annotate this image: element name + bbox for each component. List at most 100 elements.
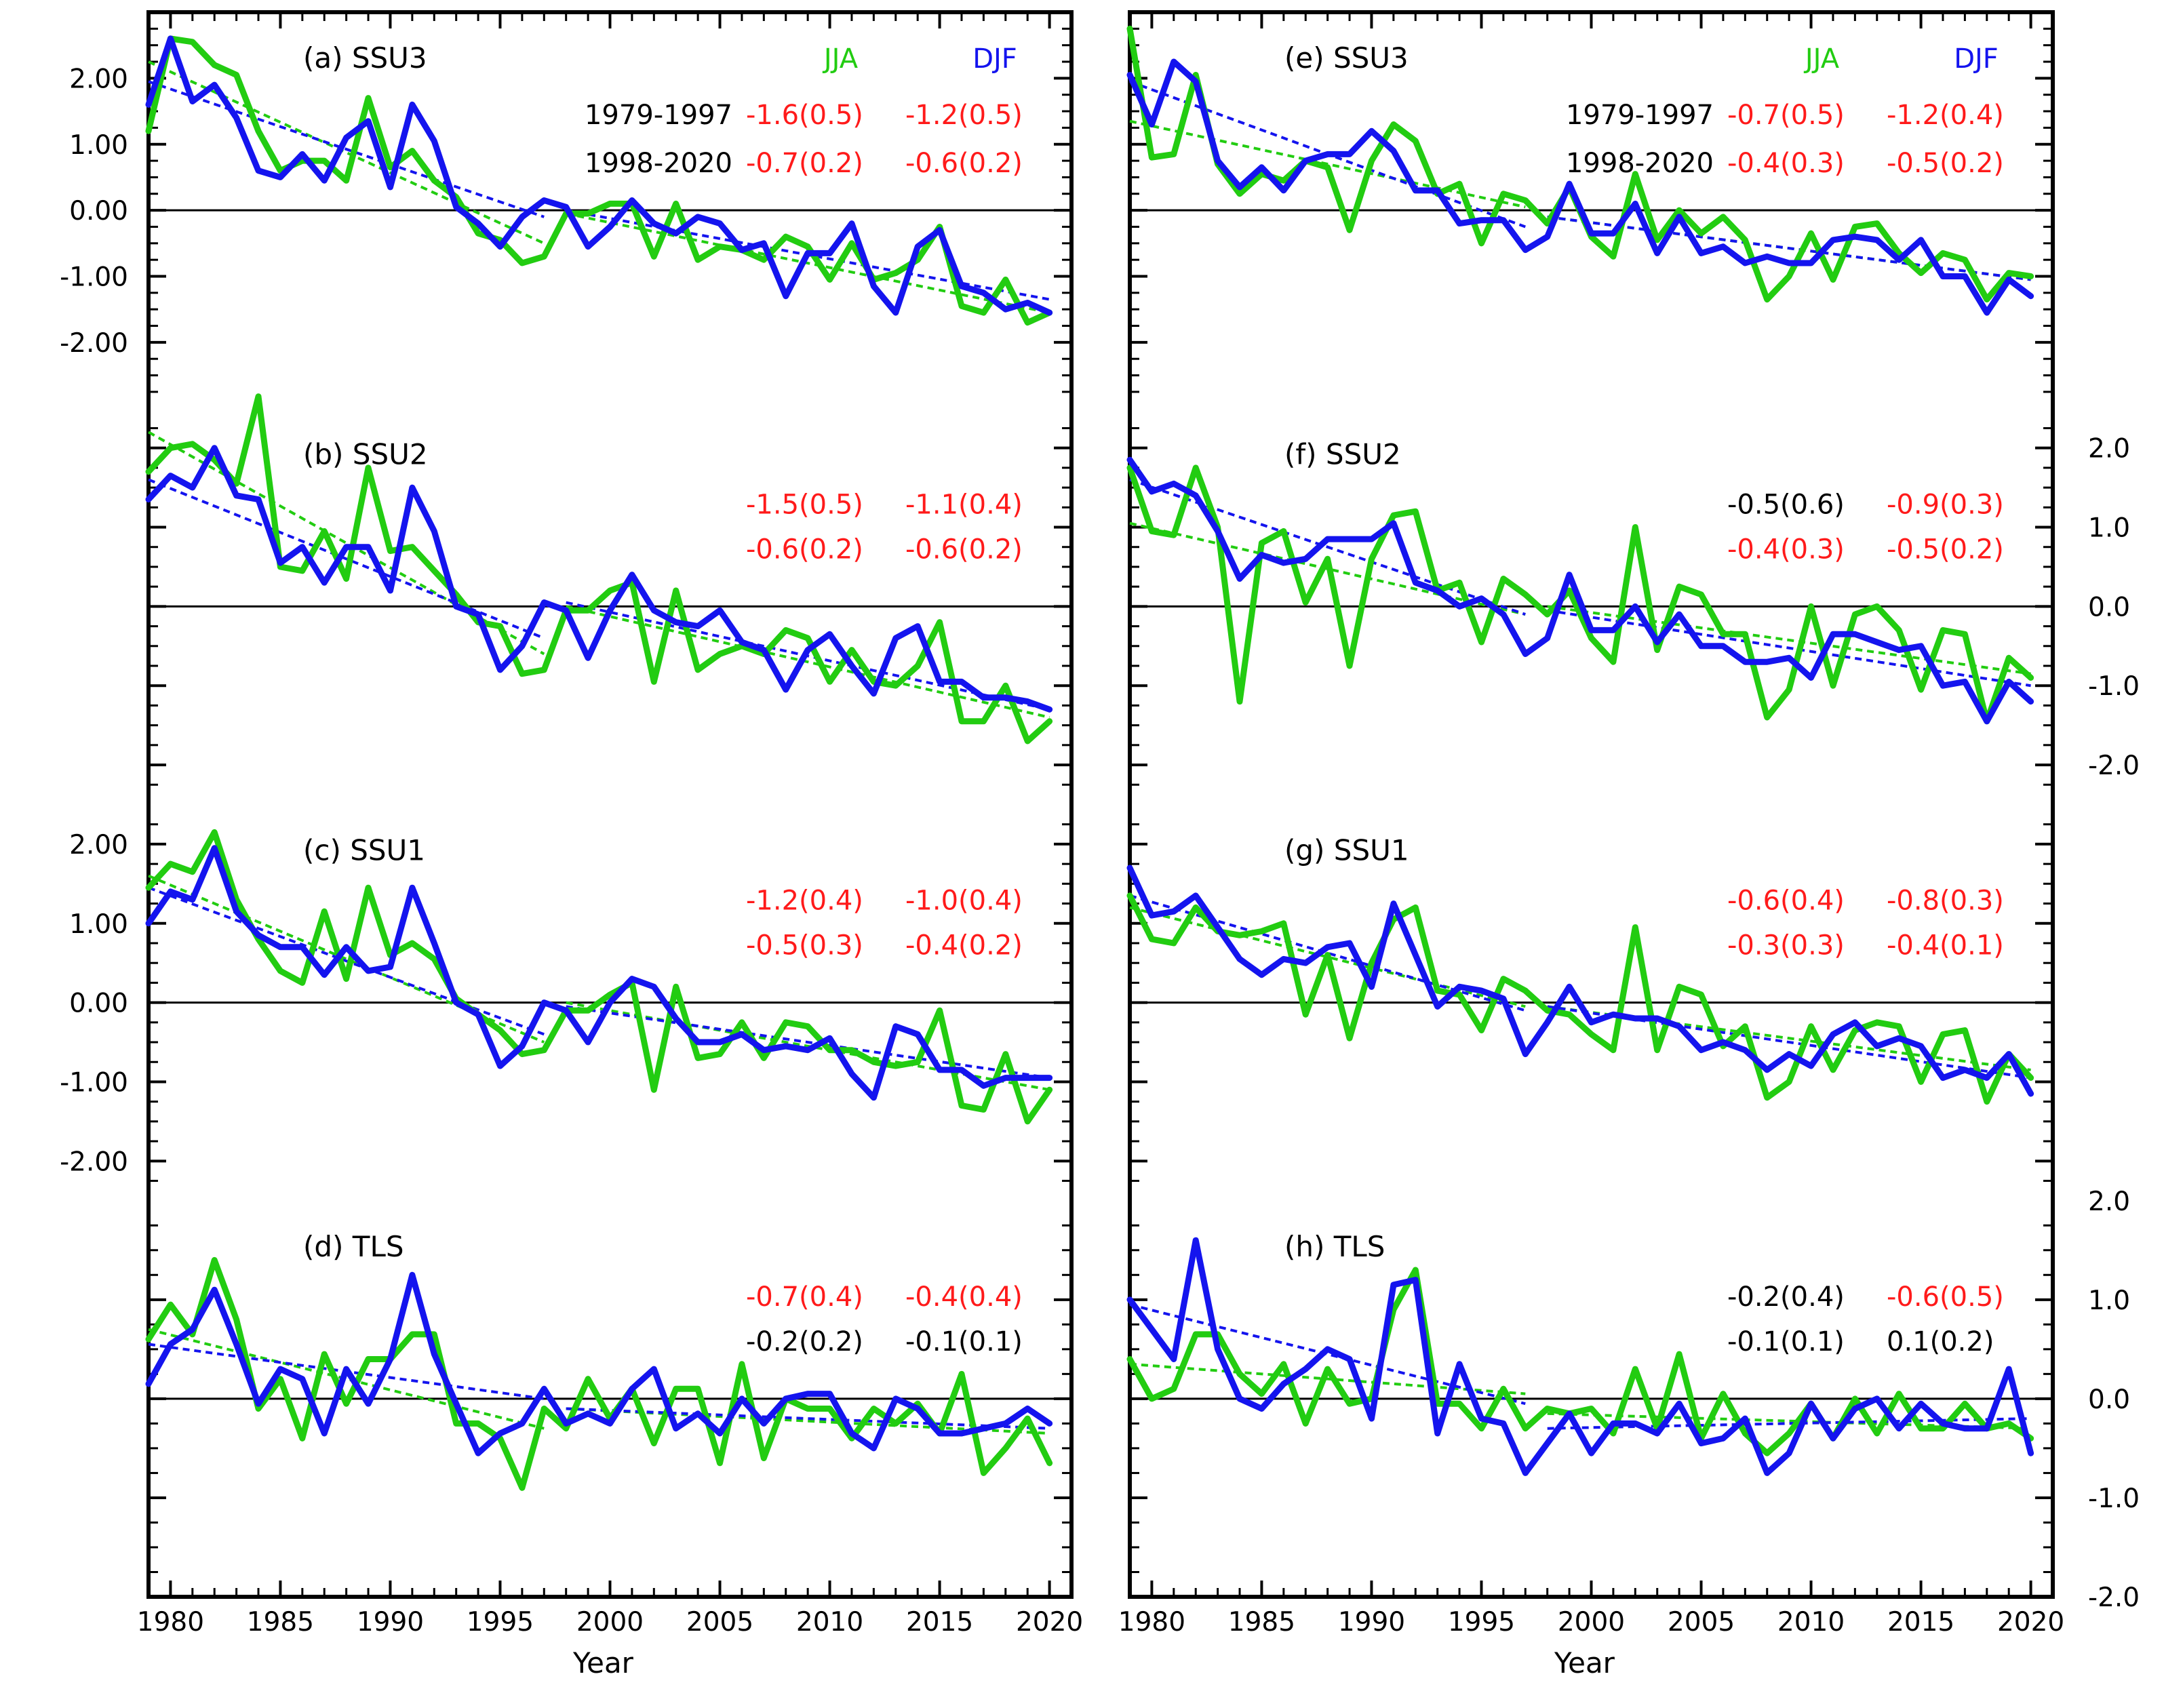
- trend-value-djf: -1.1(0.4): [905, 489, 1023, 520]
- series-line-djf: [145, 1271, 1053, 1456]
- series-line-djf: [1126, 58, 2034, 316]
- x-tick-label: 2015: [1887, 1607, 1954, 1637]
- y-tick-label: 1.00: [69, 909, 128, 940]
- trend-line-jja-1979-1997: [1129, 1362, 1526, 1395]
- y-tick-label: -1.00: [60, 1067, 128, 1098]
- x-tick-label: 2015: [906, 1607, 973, 1637]
- trend-value-jja: -0.7(0.4): [746, 1282, 863, 1313]
- panel-f-ssu2: 2.0 1.0 0.0 -1.0 -2.0 (f) SSU2 -0.5(0.6) -0.9(0…: [1126, 426, 2140, 786]
- x-tick-label: 2005: [1668, 1607, 1735, 1637]
- x-tick-label: 1990: [1338, 1607, 1405, 1637]
- trend-line-djf-1979-1997: [148, 478, 545, 639]
- legend-jja: JJA: [1803, 43, 1840, 75]
- panel-c-ssu1: 2.00 1.00 0.00 -1.00 -2.00 (c) SSU1 -1.2(0.4) -…: [60, 823, 1071, 1183]
- trend-line-jja-1979-1997: [148, 431, 545, 656]
- series-line-jja: [1126, 1267, 2034, 1456]
- trend-value-jja: -0.7(0.5): [1727, 100, 1845, 131]
- period-label: 1979-1997: [585, 100, 732, 131]
- y-tick-label: -2.0: [2088, 751, 2140, 781]
- trend-value-jja: -1.2(0.4): [746, 886, 863, 917]
- y-tick-label: -2.00: [60, 328, 128, 359]
- y-tick-label: 0.0: [2088, 592, 2130, 622]
- series-line-jja: [1126, 464, 2034, 725]
- panel-title: (e) SSU3: [1284, 41, 1409, 75]
- trend-value-djf: -1.2(0.4): [1887, 100, 2004, 131]
- panel-b-ssu2: (b) SSU2 -1.5(0.5) -1.1(0.4) -0.6(0.2) -0.6(…: [145, 393, 1071, 786]
- y-tick-label: 0.00: [69, 196, 128, 226]
- trend-value-jja: -0.4(0.3): [1727, 148, 1845, 179]
- series-line-jja: [145, 35, 1053, 326]
- trend-value-djf: -0.4(0.4): [905, 1282, 1023, 1313]
- x-axis-title: Year: [572, 1646, 634, 1680]
- series-line-djf: [1126, 865, 2034, 1097]
- series-line-djf: [145, 845, 1053, 1101]
- trend-value-djf: -0.4(0.2): [905, 930, 1023, 961]
- x-tick-label: 2010: [796, 1607, 863, 1637]
- series-line-jja: [145, 829, 1053, 1125]
- trend-value-djf: -1.0(0.4): [905, 886, 1023, 917]
- trend-line-djf-1998-2020: [1547, 609, 2031, 688]
- panel-h-tls: 2.0 1.0 0.0 -1.0 -2.0 (h) TLS -0.2(0.4) -0.6(0.…: [1126, 1187, 2140, 1613]
- x-tick-label: 2010: [1777, 1607, 1845, 1637]
- trend-value-djf: -0.8(0.3): [1887, 886, 2004, 917]
- trend-value-djf: -0.1(0.1): [905, 1326, 1023, 1357]
- period-label: 1998-2020: [1566, 148, 1714, 179]
- panel-title: (f) SSU2: [1284, 437, 1401, 471]
- y-tick-label: -2.0: [2088, 1583, 2140, 1613]
- legend-djf: DJF: [1954, 43, 1999, 75]
- trend-value-djf: -0.6(0.2): [905, 148, 1023, 179]
- x-tick-label: 2020: [1997, 1607, 2064, 1637]
- y-tick-label: 2.00: [69, 64, 128, 94]
- trend-line-jja-1979-1997: [1129, 521, 1526, 616]
- panel-g-ssu1: (g) SSU1 -0.6(0.4) -0.8(0.3) -0.3(0.3) -0.4(…: [1126, 823, 2053, 1183]
- series-line-djf: [145, 35, 1053, 316]
- period-label: 1979-1997: [1566, 100, 1714, 131]
- panel-d-tls: (d) TLS -0.7(0.4) -0.4(0.4) -0.2(0.2) -0.1(0…: [145, 1224, 1071, 1597]
- trend-value-jja: -0.7(0.2): [746, 148, 863, 179]
- y-tick-label: 1.0: [2088, 1286, 2130, 1316]
- x-tick-label: 1980: [1118, 1607, 1185, 1637]
- trend-value-jja: -0.6(0.4): [1727, 886, 1845, 917]
- trend-line-djf-1998-2020: [566, 1005, 1050, 1079]
- y-tick-label: -1.0: [2088, 671, 2140, 702]
- trend-value-jja: -1.6(0.5): [746, 100, 863, 131]
- trend-value-jja: -0.2(0.2): [746, 1326, 863, 1357]
- x-tick-label: 1995: [1448, 1607, 1515, 1637]
- y-tick-label: 0.0: [2088, 1385, 2130, 1415]
- trend-value-djf: -0.4(0.1): [1887, 930, 2004, 961]
- trend-value-djf: -0.6(0.5): [1887, 1282, 2004, 1313]
- y-tick-label: 2.00: [69, 830, 128, 860]
- trend-value-djf: 0.1(0.2): [1887, 1326, 1994, 1357]
- panel-title: (d) TLS: [303, 1230, 404, 1263]
- y-tick-label: 2.0: [2088, 1187, 2130, 1217]
- series-line-jja: [145, 393, 1053, 744]
- x-tick-label: 1990: [357, 1607, 424, 1637]
- trend-value-jja: -0.1(0.1): [1727, 1326, 1845, 1357]
- y-tick-label: 1.00: [69, 130, 128, 161]
- x-tick-label: 2000: [576, 1607, 644, 1637]
- x-axis-title: Year: [1554, 1646, 1615, 1680]
- x-tick-label: 1985: [247, 1607, 314, 1637]
- x-tick-label: 2005: [686, 1607, 753, 1637]
- panel-title: (b) SSU2: [303, 437, 428, 471]
- trend-value-jja: -0.5(0.6): [1727, 489, 1845, 520]
- trend-value-jja: -0.4(0.3): [1727, 534, 1845, 565]
- series-line-djf: [1126, 1237, 2034, 1476]
- trend-line-djf-1998-2020: [1547, 215, 2031, 281]
- panel-a-ssu3: 2.00 1.00 0.00 -1.00 -2.00 (a) SSU3 JJA DJF 1979…: [60, 12, 1071, 393]
- trend-value-jja: -1.5(0.5): [746, 489, 863, 520]
- panel-title: (g) SSU1: [1284, 834, 1409, 867]
- trend-value-djf: -0.6(0.2): [905, 534, 1023, 565]
- x-tick-label: 2020: [1016, 1607, 1083, 1637]
- trend-value-djf: -0.9(0.3): [1887, 489, 2004, 520]
- panel-e-ssu3: (e) SSU3 JJA DJF 1979-1997 -0.7(0.5) -1.2(0.4…: [1126, 12, 2053, 393]
- panel-title: (c) SSU1: [303, 834, 425, 867]
- trend-line-jja-1998-2020: [566, 605, 1050, 719]
- trend-line-djf-1979-1997: [148, 886, 545, 1036]
- trend-value-djf: -0.5(0.2): [1887, 534, 2004, 565]
- trend-line-jja-1979-1997: [148, 60, 545, 245]
- trend-value-jja: -0.6(0.2): [746, 534, 863, 565]
- series-line-jja: [145, 1256, 1053, 1491]
- left-column-frame: [146, 10, 1074, 1599]
- trend-value-djf: -1.2(0.5): [905, 100, 1023, 131]
